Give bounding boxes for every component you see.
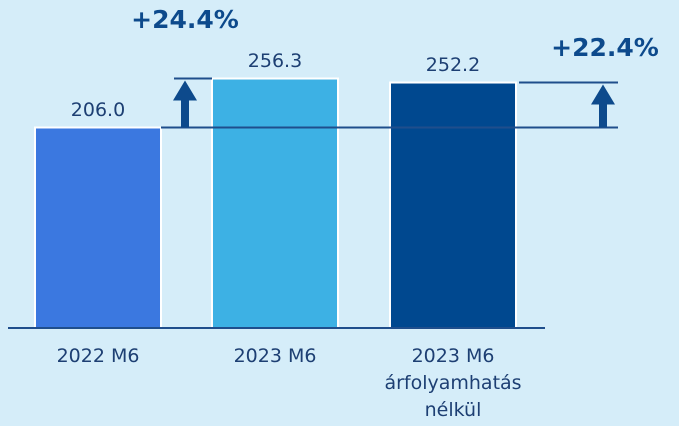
value-label: 256.3 <box>248 50 302 72</box>
annotation: +22.4% <box>551 33 659 62</box>
arrow-shaft <box>599 102 607 128</box>
x-tick-line: árfolyamhatás <box>384 372 521 394</box>
value-label: 252.2 <box>426 54 480 76</box>
bar <box>389 81 517 329</box>
annotation: +24.4% <box>131 5 239 34</box>
bar <box>34 126 162 329</box>
x-tick-label: 2022 M6 <box>57 345 140 367</box>
x-tick-label: 2023 M6 <box>234 345 317 367</box>
x-tick-line: 2023 M6 <box>234 345 317 367</box>
bar <box>211 77 339 329</box>
arrow-shaft <box>181 98 189 128</box>
x-tick-line: 2023 M6 <box>412 345 495 367</box>
arrow-head <box>173 80 197 101</box>
x-tick-label: 2023 M6 árfolyamhatás nélkül <box>384 345 521 421</box>
x-tick-line: nélkül <box>425 399 482 421</box>
value-label: 206.0 <box>71 99 125 121</box>
arrow-head <box>591 84 615 105</box>
x-tick-line: 2022 M6 <box>57 345 140 367</box>
